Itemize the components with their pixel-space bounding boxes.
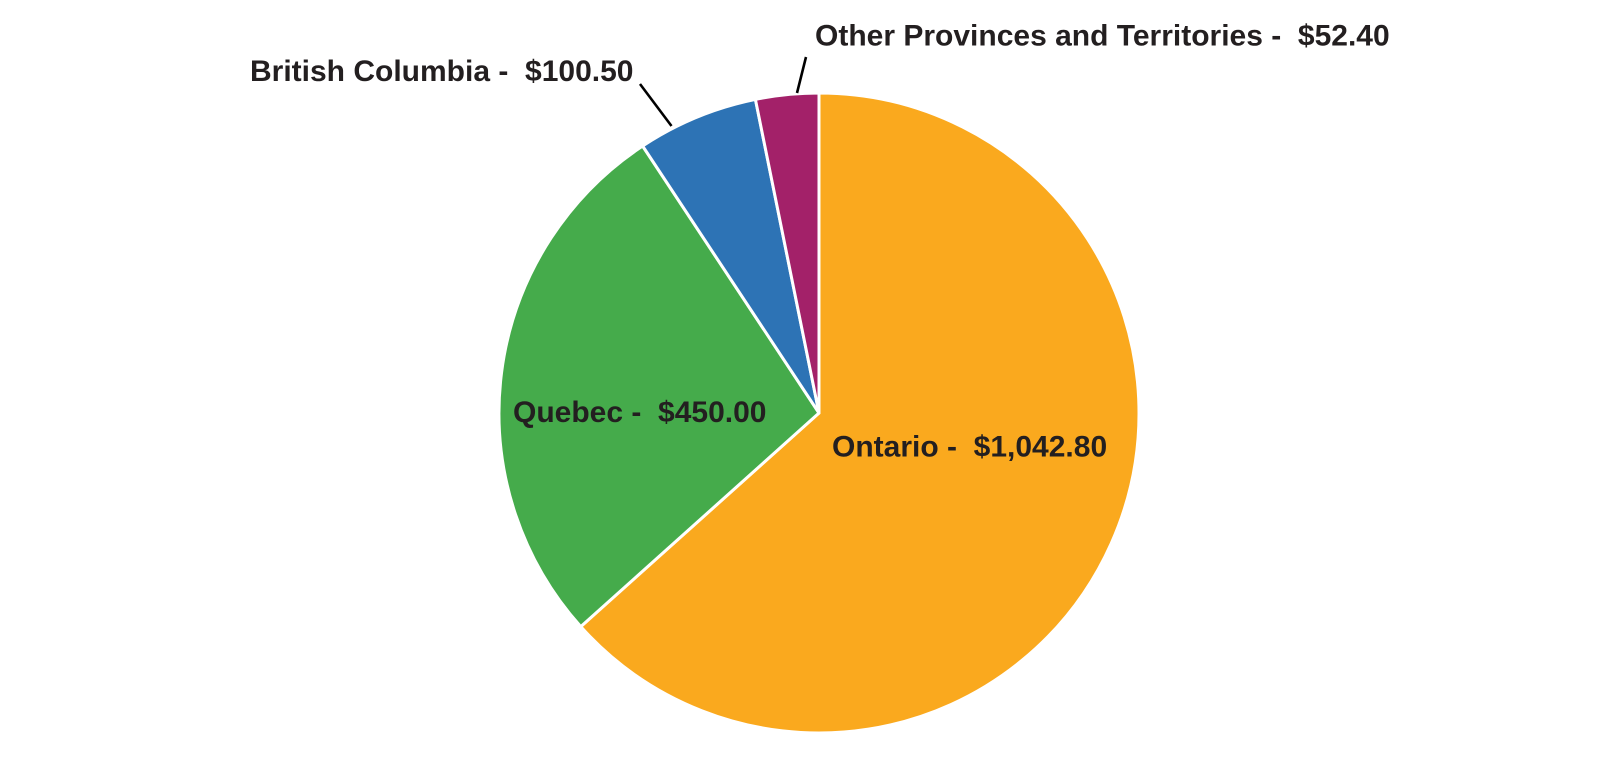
svg-text:Other Provinces and Territorie: Other Provinces and Territories - $52.40 (815, 20, 1390, 53)
svg-text:Ontario - $1,042.80: Ontario - $1,042.80 (832, 431, 1107, 464)
svg-text:British Columbia - $100.50: British Columbia - $100.50 (250, 55, 633, 88)
svg-text:Quebec - $450.00: Quebec - $450.00 (513, 396, 766, 429)
